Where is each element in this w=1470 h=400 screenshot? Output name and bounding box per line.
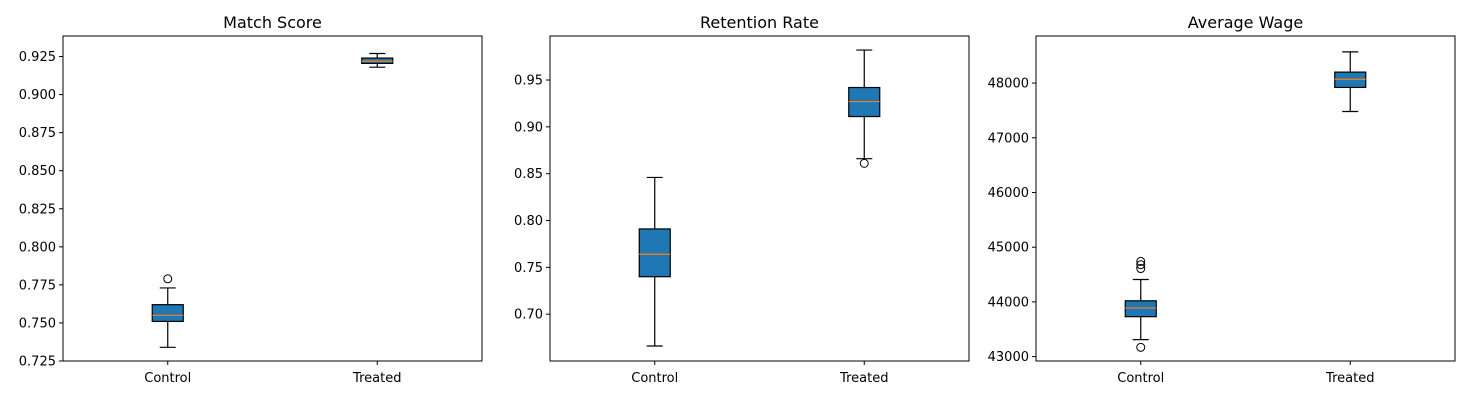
y-tick-label: 43000	[988, 350, 1029, 365]
y-tick-label: 0.850	[19, 164, 56, 179]
y-tick-label: 45000	[988, 241, 1029, 256]
x-tick-label: Treated	[1325, 371, 1374, 386]
box-treated	[848, 49, 881, 168]
box-control	[638, 176, 671, 347]
y-tick-label: 48000	[988, 77, 1029, 92]
outlier-point	[1136, 260, 1146, 270]
chart-panel-3: Average Wage 43000 44000 45000 46000 47000 480…	[988, 13, 1456, 386]
outlier-point	[163, 274, 173, 284]
y-tick-label: 0.775	[19, 278, 56, 293]
x-tick-label: Control	[1117, 371, 1164, 386]
y-tick-label: 47000	[988, 131, 1029, 146]
y-tick-label: 0.95	[514, 74, 543, 89]
y-tick-label: 0.800	[19, 240, 56, 255]
box-treated	[361, 52, 394, 68]
outlier-point	[1136, 342, 1146, 352]
x-tick-label: Control	[144, 371, 191, 386]
iqr-box	[1124, 300, 1157, 318]
y-tick-label: 0.80	[514, 214, 543, 229]
chart-panel-1: Match Score 0.725 0.750 0.775 0.800 0.825 0.85…	[19, 13, 483, 386]
axes-frame	[1035, 35, 1456, 362]
x-tick-label: Treated	[352, 371, 401, 386]
y-tick-label: 44000	[988, 295, 1029, 310]
y-tick-label: 46000	[988, 186, 1029, 201]
box-control	[1124, 256, 1157, 352]
outlier-point	[1136, 264, 1146, 274]
y-tick-label: 0.70	[514, 308, 543, 323]
y-tick-label: 0.875	[19, 126, 56, 141]
axes-frame	[549, 35, 970, 362]
y-tick-label: 0.925	[19, 50, 56, 65]
x-tick-label: Treated	[839, 371, 888, 386]
chart-title: Match Score	[223, 13, 322, 32]
chart-title: Average Wage	[1188, 13, 1303, 32]
y-tick-label: 0.90	[514, 120, 543, 135]
y-tick-label: 0.900	[19, 88, 56, 103]
chart-title: Retention Rate	[700, 13, 819, 32]
y-tick-label: 0.725	[19, 355, 56, 370]
box-control	[151, 274, 184, 348]
y-tick-label: 0.75	[514, 261, 543, 276]
y-tick-label: 0.750	[19, 316, 56, 331]
chart-panel-2: Retention Rate 0.70 0.75 0.80 0.85 0.90 0.95 Co…	[514, 13, 970, 386]
x-tick-label: Control	[631, 371, 678, 386]
box-treated	[1334, 51, 1367, 113]
iqr-box	[151, 304, 184, 323]
axes-frame	[62, 35, 483, 362]
y-tick-label: 0.85	[514, 167, 543, 182]
outlier-point	[1136, 256, 1146, 266]
y-tick-label: 0.825	[19, 202, 56, 217]
iqr-box	[638, 228, 671, 278]
outlier-point	[859, 158, 869, 168]
